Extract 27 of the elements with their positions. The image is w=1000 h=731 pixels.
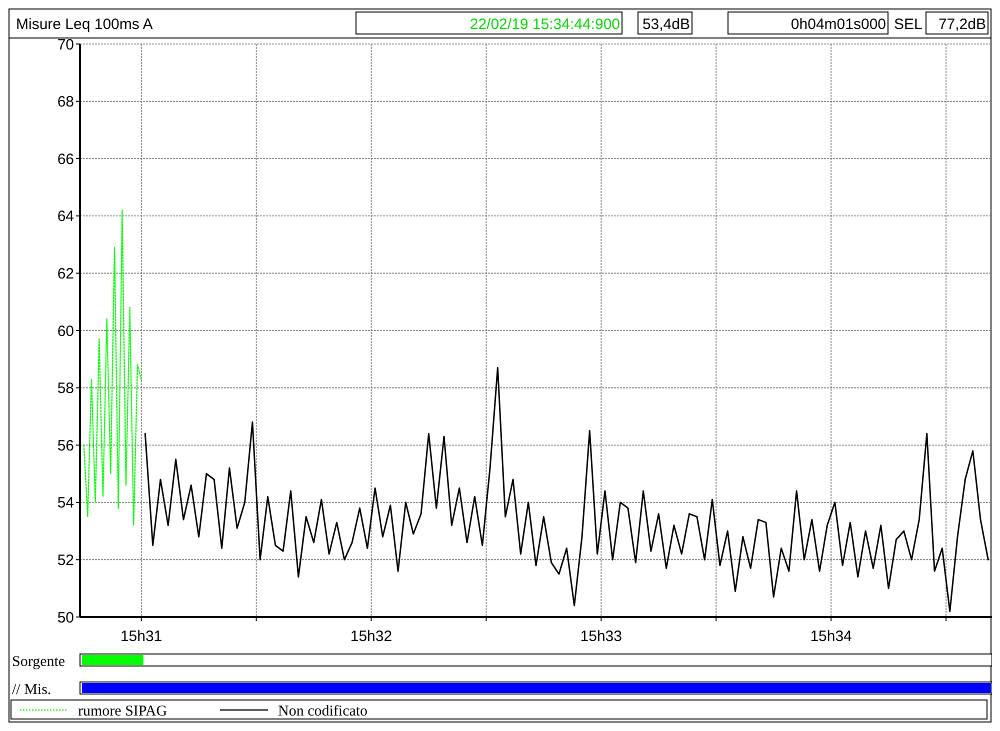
legend-label: rumore SIPAG xyxy=(78,703,168,720)
y-tick-label: 68 xyxy=(57,94,74,111)
x-tick-label: 15h32 xyxy=(350,628,392,645)
y-tick-label: 70 xyxy=(57,36,74,54)
text: SEL xyxy=(894,16,922,33)
y-tick-label: 50 xyxy=(57,609,74,626)
legend-label: Non codificato xyxy=(278,703,368,720)
y-tick-label: 62 xyxy=(57,265,74,282)
y-tick-label: 54 xyxy=(57,494,74,512)
y-tick-label: 58 xyxy=(57,380,74,398)
y-tick-label: 64 xyxy=(57,208,74,226)
x-tick-label: 15h34 xyxy=(810,628,852,645)
text: Sorgente xyxy=(12,654,66,670)
y-tick-label: 56 xyxy=(57,437,74,454)
y-tick-label: 52 xyxy=(57,552,74,569)
text: 77,2dB xyxy=(938,16,986,33)
chart-title: Misure Leq 100ms A xyxy=(16,16,153,33)
text: 53,4dB xyxy=(642,16,690,33)
text: 22/02/19 15:34:44:900 xyxy=(470,16,620,33)
line-series xyxy=(83,210,142,526)
y-tick-label: 66 xyxy=(57,150,74,168)
line-series xyxy=(144,366,989,612)
text: 0h04m01s000 xyxy=(790,16,886,33)
text: // Mis. xyxy=(12,682,52,698)
x-tick-label: 15h33 xyxy=(580,628,622,645)
x-tick-label: 15h31 xyxy=(120,628,162,645)
y-tick-label: 60 xyxy=(57,322,74,340)
